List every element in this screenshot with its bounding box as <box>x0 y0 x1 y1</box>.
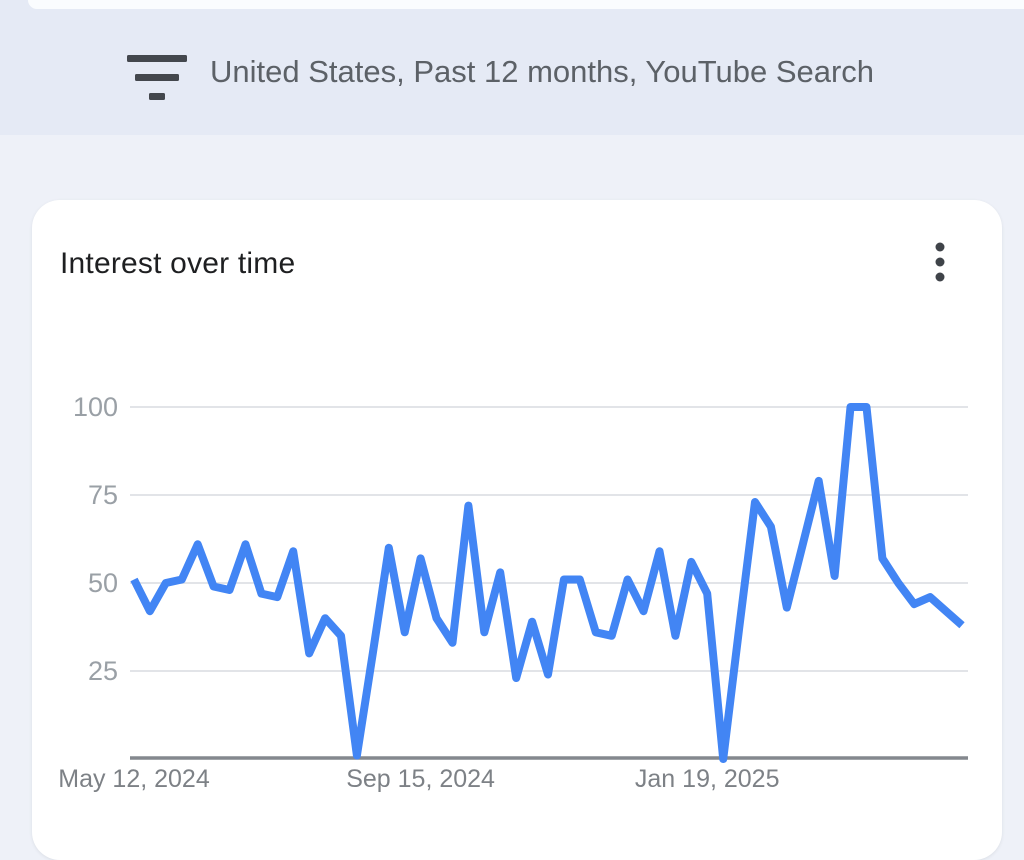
y-tick-100: 100 <box>73 392 118 422</box>
x-tick-may-12-2024: May 12, 2024 <box>58 765 210 793</box>
dot-icon <box>935 257 945 267</box>
y-tick-25: 25 <box>88 656 118 686</box>
dot-icon <box>935 242 945 252</box>
x-tick-jan-19-2025: Jan 19, 2025 <box>635 765 780 793</box>
filter-summary-row[interactable]: United States, Past 12 months, YouTube S… <box>110 42 970 106</box>
y-tick-75: 75 <box>88 480 118 510</box>
y-tick-50: 50 <box>88 568 118 598</box>
filter-list-icon <box>127 55 187 100</box>
card-title: Interest over time <box>60 247 296 280</box>
trend-line[interactable] <box>130 403 965 763</box>
previous-card-bottom-edge <box>28 0 1024 9</box>
x-tick-sep-15-2024: Sep 15, 2024 <box>346 765 495 793</box>
interest-over-time-chart: 100 75 50 25 May 12, 2024 Sep 15, 2024 J… <box>58 242 968 793</box>
filter-summary-text: United States, Past 12 months, YouTube S… <box>210 54 875 89</box>
header-bar: United States, Past 12 months, YouTube S… <box>0 0 1024 135</box>
dot-icon <box>935 272 945 282</box>
more-options-button[interactable] <box>935 242 945 282</box>
